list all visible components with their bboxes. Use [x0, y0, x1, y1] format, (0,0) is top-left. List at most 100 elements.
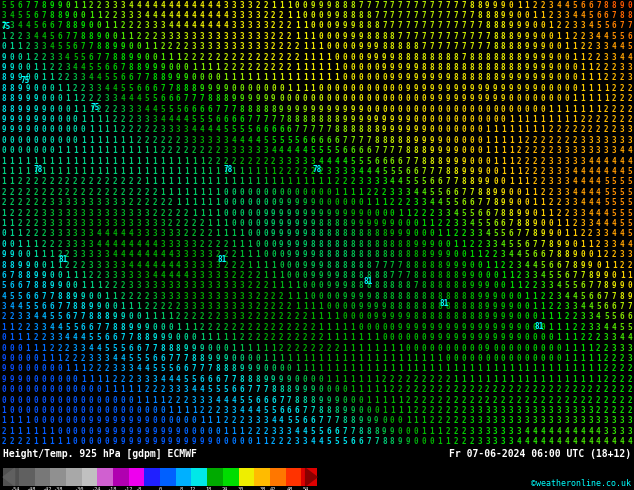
Text: 6: 6 — [25, 292, 30, 301]
Text: 1: 1 — [34, 63, 38, 72]
Text: 2: 2 — [437, 416, 442, 425]
Text: 0: 0 — [366, 74, 371, 82]
Text: 2: 2 — [224, 240, 228, 249]
Text: 0: 0 — [557, 42, 561, 51]
Text: 8: 8 — [81, 32, 86, 41]
Text: 3: 3 — [184, 32, 188, 41]
Text: 4: 4 — [192, 125, 197, 134]
Text: 2: 2 — [160, 146, 165, 155]
Text: 9: 9 — [279, 209, 283, 218]
Text: 1: 1 — [446, 437, 450, 446]
Text: 2: 2 — [604, 343, 609, 353]
Text: 2: 2 — [113, 281, 117, 290]
Text: 2: 2 — [414, 385, 418, 394]
Text: 1: 1 — [89, 136, 93, 145]
Text: 8: 8 — [366, 271, 371, 280]
Text: 3: 3 — [620, 250, 624, 259]
Text: 1: 1 — [263, 354, 268, 363]
Text: 2: 2 — [176, 42, 181, 51]
Text: 6: 6 — [34, 11, 38, 20]
Text: 5: 5 — [184, 375, 188, 384]
Text: 2: 2 — [200, 146, 204, 155]
Text: 1: 1 — [231, 427, 236, 436]
Text: 9: 9 — [446, 333, 450, 342]
Text: 4: 4 — [612, 219, 616, 228]
Text: 8: 8 — [493, 198, 498, 207]
Text: 8: 8 — [382, 240, 387, 249]
Text: 1: 1 — [351, 365, 355, 373]
Text: 3: 3 — [81, 209, 86, 218]
Text: 0: 0 — [382, 105, 387, 114]
Text: 2: 2 — [525, 157, 529, 166]
Text: 0: 0 — [279, 188, 283, 197]
Text: 1: 1 — [113, 136, 117, 145]
Text: 3: 3 — [97, 250, 101, 259]
Text: 1: 1 — [256, 177, 260, 186]
Text: 1: 1 — [160, 167, 165, 176]
Text: 9: 9 — [145, 437, 149, 446]
Text: 9: 9 — [390, 313, 394, 321]
Text: 2: 2 — [145, 188, 149, 197]
Text: 3: 3 — [533, 416, 537, 425]
Text: 8: 8 — [453, 74, 458, 82]
Text: 1: 1 — [564, 375, 569, 384]
Text: 9: 9 — [525, 22, 529, 30]
Text: 2: 2 — [34, 52, 38, 62]
Text: 3: 3 — [485, 240, 489, 249]
Text: 5: 5 — [57, 313, 61, 321]
Text: 2: 2 — [604, 406, 609, 415]
Text: 3: 3 — [89, 229, 93, 238]
Text: 9: 9 — [358, 42, 363, 51]
Text: 3: 3 — [414, 198, 418, 207]
Text: 3: 3 — [136, 271, 141, 280]
Text: 7: 7 — [152, 343, 157, 353]
Text: 2: 2 — [573, 136, 577, 145]
Text: 9: 9 — [327, 105, 331, 114]
Text: 1: 1 — [105, 157, 109, 166]
Text: 3: 3 — [120, 198, 125, 207]
Text: 2: 2 — [588, 333, 593, 342]
Text: 7: 7 — [382, 0, 387, 10]
Text: 1: 1 — [406, 354, 410, 363]
Text: 0: 0 — [65, 375, 70, 384]
Text: 2: 2 — [303, 343, 307, 353]
Text: 7: 7 — [390, 22, 394, 30]
Text: 3: 3 — [184, 281, 188, 290]
Text: 1: 1 — [231, 240, 236, 249]
Text: 6: 6 — [335, 136, 339, 145]
Text: 0: 0 — [327, 42, 331, 51]
Text: 2: 2 — [596, 52, 600, 62]
Text: 2: 2 — [287, 437, 292, 446]
Text: 7: 7 — [533, 240, 537, 249]
Text: 3: 3 — [231, 11, 236, 20]
Text: 3: 3 — [580, 146, 585, 155]
Text: 2: 2 — [501, 395, 505, 405]
Text: 1: 1 — [65, 94, 70, 103]
Text: 0: 0 — [422, 105, 426, 114]
Text: 0: 0 — [509, 354, 514, 363]
Text: 9: 9 — [509, 323, 514, 332]
Text: 3: 3 — [279, 157, 283, 166]
Text: 2: 2 — [422, 395, 426, 405]
Text: 0: 0 — [541, 219, 545, 228]
Text: 0: 0 — [493, 167, 498, 176]
Text: 9: 9 — [136, 437, 141, 446]
Text: 0: 0 — [231, 84, 236, 93]
Text: 1: 1 — [287, 84, 292, 93]
Text: 2: 2 — [612, 365, 616, 373]
Text: 2: 2 — [240, 416, 244, 425]
Text: 0: 0 — [18, 365, 22, 373]
Text: 9: 9 — [414, 323, 418, 332]
Text: 1: 1 — [81, 281, 86, 290]
Text: 0: 0 — [477, 115, 482, 124]
Text: 3: 3 — [120, 271, 125, 280]
Text: 0: 0 — [406, 94, 410, 103]
Text: 9: 9 — [517, 323, 521, 332]
Text: 7: 7 — [327, 416, 331, 425]
Text: 2: 2 — [168, 42, 172, 51]
Text: 4: 4 — [129, 240, 133, 249]
Text: 2: 2 — [620, 261, 624, 270]
Text: 9: 9 — [160, 437, 165, 446]
Text: 9: 9 — [216, 354, 220, 363]
Text: 7: 7 — [485, 198, 489, 207]
